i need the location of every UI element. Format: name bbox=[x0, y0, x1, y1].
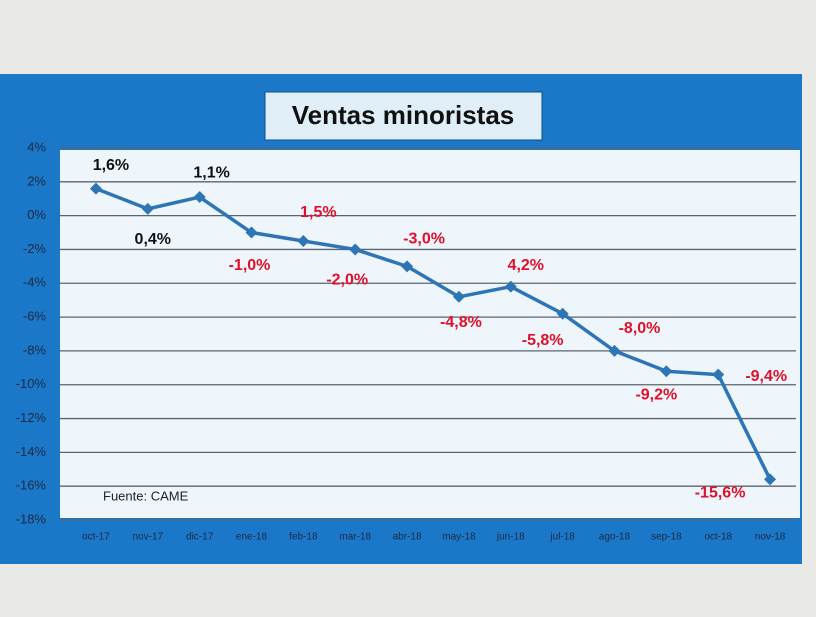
point bbox=[712, 368, 725, 381]
y-tick-label: -2% bbox=[23, 241, 47, 256]
point bbox=[608, 344, 621, 357]
point bbox=[452, 290, 465, 303]
x-tick-label: feb-18 bbox=[289, 532, 318, 543]
value-label: 1,6% bbox=[93, 157, 129, 174]
value-label: 4,2% bbox=[508, 257, 544, 274]
y-tick-label: -4% bbox=[23, 275, 47, 290]
x-tick-label: may-18 bbox=[442, 532, 476, 543]
value-label: -9,4% bbox=[745, 368, 787, 385]
x-tick-label: oct-18 bbox=[704, 532, 732, 543]
x-tick-label: ene-18 bbox=[236, 532, 268, 543]
point bbox=[401, 260, 414, 273]
x-tick-label: oct-17 bbox=[82, 532, 110, 543]
point bbox=[764, 473, 777, 486]
x-tick-label: dic-17 bbox=[186, 532, 214, 543]
value-label: 0,4% bbox=[135, 231, 171, 248]
plot-area bbox=[60, 150, 800, 518]
y-tick-label: 2% bbox=[27, 173, 46, 188]
x-tick-label: mar-18 bbox=[339, 532, 371, 543]
y-tick-label: -18% bbox=[16, 511, 47, 526]
point bbox=[349, 243, 362, 256]
point bbox=[556, 307, 569, 320]
x-tick-label: nov-17 bbox=[132, 532, 163, 543]
value-label: -5,8% bbox=[522, 332, 564, 349]
x-tick-label: sep-18 bbox=[651, 532, 682, 543]
point bbox=[297, 235, 310, 247]
y-tick-label: -6% bbox=[23, 309, 47, 324]
value-label: -2,0% bbox=[326, 272, 368, 289]
x-tick-label: jul-18 bbox=[549, 532, 575, 543]
value-label: -1,0% bbox=[229, 257, 271, 274]
y-tick-label: 4% bbox=[27, 139, 46, 154]
chart-title: Ventas minoristas bbox=[292, 100, 515, 130]
title-box bbox=[264, 91, 543, 141]
y-tick-label: -12% bbox=[16, 410, 47, 425]
y-tick-label: -8% bbox=[23, 342, 47, 357]
point bbox=[245, 226, 258, 239]
line bbox=[95, 186, 772, 481]
value-label: 1,1% bbox=[193, 164, 229, 181]
point bbox=[660, 365, 673, 378]
source-note: Fuente: CAME bbox=[103, 488, 189, 503]
x-tick-label: nov-18 bbox=[755, 532, 786, 543]
y-tick-label: 0% bbox=[27, 207, 46, 222]
x-tick-label: abr-18 bbox=[393, 532, 422, 543]
point bbox=[141, 202, 154, 215]
y-tick-label: -10% bbox=[16, 376, 47, 391]
point bbox=[193, 191, 206, 204]
value-label: -15,6% bbox=[695, 485, 746, 502]
value-label: 1,5% bbox=[300, 204, 336, 221]
x-tick-label: jun-18 bbox=[496, 532, 525, 543]
value-label: -9,2% bbox=[635, 386, 677, 403]
value-label: -3,0% bbox=[403, 231, 445, 248]
value-label: -4,8% bbox=[440, 314, 482, 331]
y-tick-label: -16% bbox=[16, 478, 47, 493]
point bbox=[89, 182, 102, 195]
x-tick-label: ago-18 bbox=[599, 532, 631, 543]
y-tick-label: -14% bbox=[16, 444, 47, 459]
value-label: -8,0% bbox=[619, 320, 661, 337]
point bbox=[504, 280, 517, 293]
